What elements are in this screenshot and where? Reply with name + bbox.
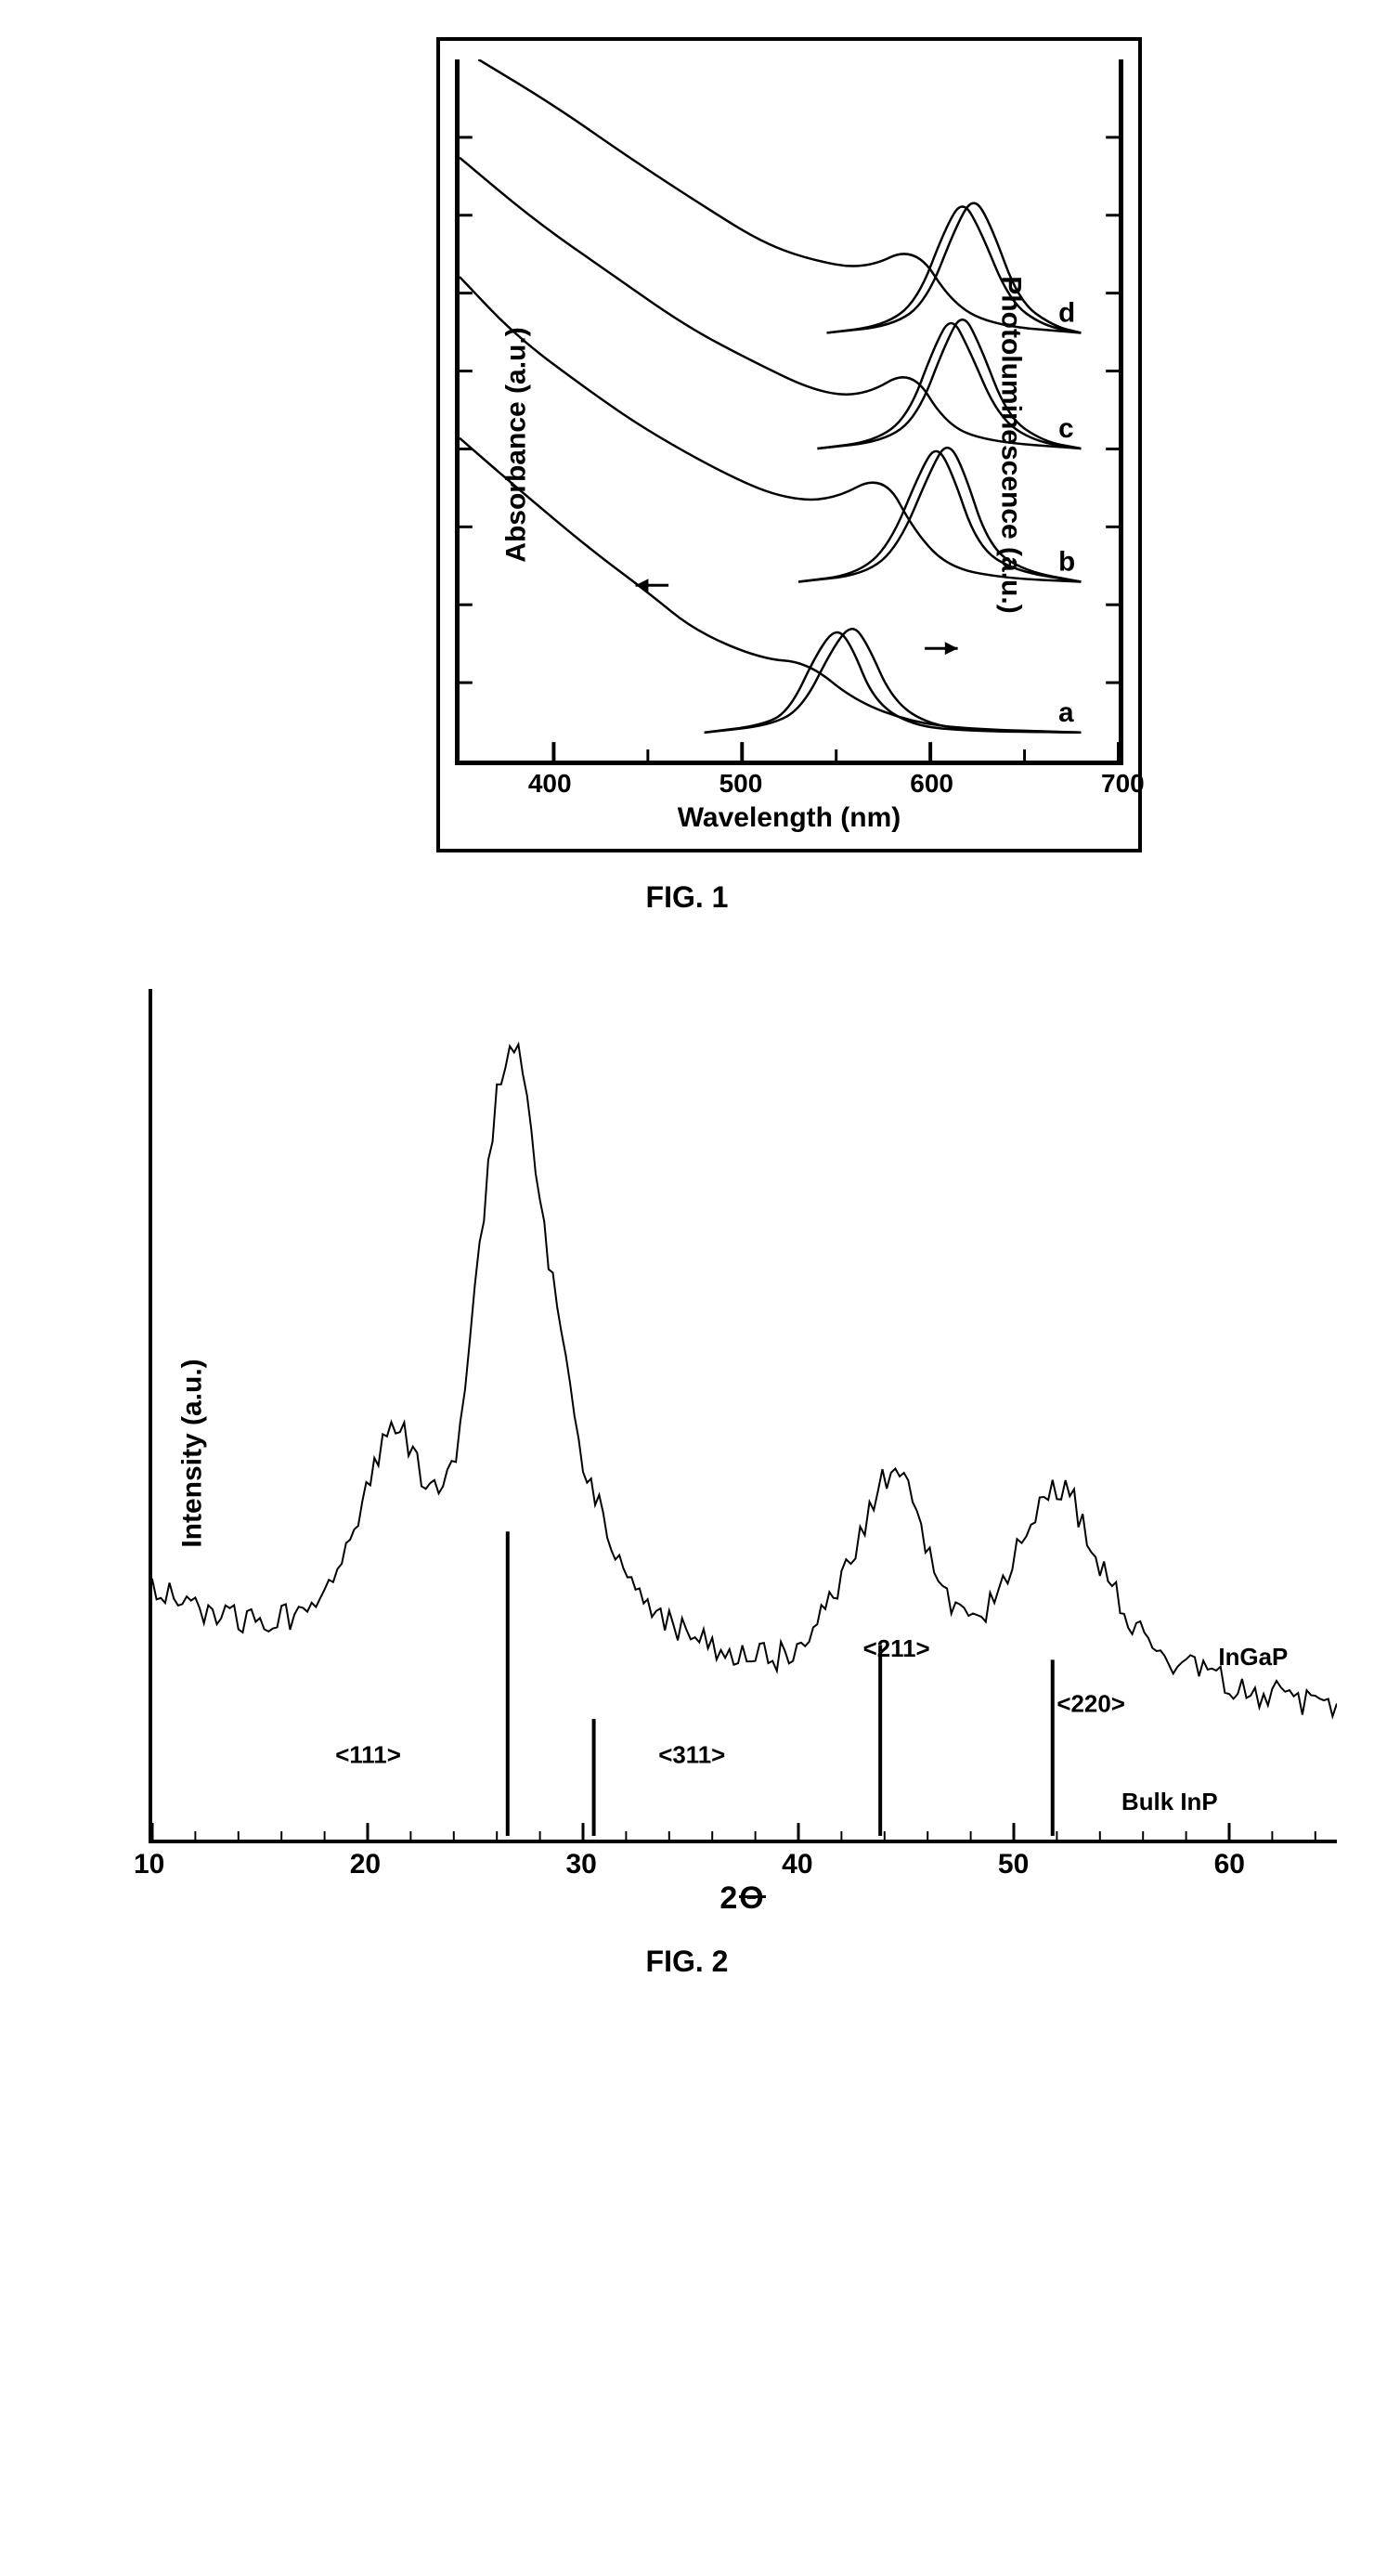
fig2-xtick-label: 20 — [350, 1849, 381, 1880]
svg-text:d: d — [1058, 297, 1075, 328]
svg-text:<311>: <311> — [658, 1743, 725, 1769]
fig1-plot-area: a b c d — [455, 59, 1123, 765]
svg-text:a: a — [1058, 697, 1074, 728]
svg-text:c: c — [1058, 413, 1073, 444]
svg-text:<111>: <111> — [335, 1743, 401, 1769]
fig2-xtick-label: 30 — [565, 1849, 596, 1880]
svg-text:<211>: <211> — [863, 1636, 930, 1662]
fig1-svg: a b c d — [460, 59, 1119, 761]
fig2-svg: <111> <311> <211> <220> InGaP Bulk InP — [152, 989, 1337, 1840]
fig2-xlabel-text: 2 — [719, 1880, 739, 1916]
fig2-xtick-labels: 102030405060 — [149, 1843, 1337, 1877]
fig1-frame: Absorbance (a.u.) Photoluminescence (a.u… — [436, 37, 1142, 852]
svg-text:b: b — [1058, 546, 1075, 577]
figure-1: Absorbance (a.u.) Photoluminescence (a.u… — [56, 37, 1318, 915]
fig1-xtick-label: 700 — [1101, 769, 1145, 799]
fig1-xtick-labels: 400500600700 — [455, 765, 1123, 797]
fig2-xtick-label: 50 — [998, 1849, 1029, 1880]
fig2-frame: Intensity (a.u.) <111><311><211><220>InG… — [149, 989, 1337, 1917]
svg-text:InGaP: InGaP — [1218, 1645, 1288, 1671]
fig1-caption: FIG. 1 — [56, 880, 1318, 915]
fig2-xtick-label: 60 — [1214, 1849, 1245, 1880]
fig2-xtick-label: 10 — [134, 1849, 164, 1880]
svg-text:<220>: <220> — [1056, 1692, 1124, 1718]
theta-symbol: Θ — [739, 1880, 765, 1917]
fig2-xlabel: 2Θ — [149, 1880, 1337, 1917]
fig1-xtick-label: 400 — [528, 769, 572, 799]
svg-text:Bulk InP: Bulk InP — [1121, 1789, 1218, 1815]
fig1-xlabel: Wavelength (nm) — [455, 802, 1123, 834]
fig2-plot-area: <111> <311> <211> <220> InGaP Bulk InP — [149, 989, 1337, 1843]
fig1-xtick-label: 600 — [910, 769, 953, 799]
fig1-xtick-label: 500 — [719, 769, 763, 799]
fig2-caption: FIG. 2 — [56, 1945, 1318, 1979]
figure-2: Intensity (a.u.) <111><311><211><220>InG… — [56, 989, 1318, 1979]
fig2-xtick-label: 40 — [782, 1849, 812, 1880]
